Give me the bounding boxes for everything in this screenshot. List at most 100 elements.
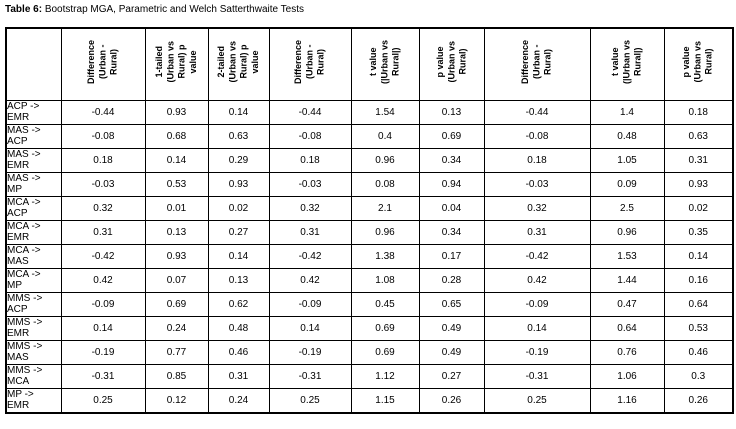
cell-value: 0.53 [663, 315, 734, 341]
cell-value: 0.42 [483, 267, 591, 293]
cell-value: 0.69 [418, 123, 485, 149]
column-header-label: Difference (Urban - Rural) [520, 39, 553, 84]
table-row: MCA -> EMR 0.31 0.13 0.27 0.31 0.96 0.34 0.31 0.… [5, 219, 734, 245]
cell-value: 1.54 [350, 99, 420, 125]
cell-value: -0.42 [268, 243, 352, 269]
cell-value: 0.46 [207, 339, 270, 365]
table-row: MMS -> ACP -0.09 0.69 0.62 -0.09 0.45 0.65 -0.0… [5, 291, 734, 317]
cell-value: 1.4 [589, 99, 665, 125]
cell-value: -0.31 [268, 363, 352, 389]
cell-value: -0.09 [483, 291, 591, 317]
cell-value: -0.44 [268, 99, 352, 125]
cell-value: 0.48 [589, 123, 665, 149]
cell-value: 0.94 [418, 171, 485, 197]
cell-value: 0.14 [207, 243, 270, 269]
document-page: Table 6: Bootstrap MGA, Parametric and W… [0, 4, 736, 429]
cell-value: 0.93 [144, 99, 209, 125]
column-header: p value (Urban vs Rural) [663, 27, 734, 101]
cell-value: 0.85 [144, 363, 209, 389]
cell-value: 0.18 [483, 147, 591, 173]
row-label: MAS -> ACP [5, 123, 62, 149]
cell-value: 0.69 [144, 291, 209, 317]
table-title-text: Bootstrap MGA, Parametric and Welch Satt… [42, 4, 305, 15]
cell-value: 0.18 [663, 99, 734, 125]
cell-value: -0.19 [268, 339, 352, 365]
column-header-label: p value (Urban vs Rural) [681, 40, 714, 83]
cell-value: 0.93 [144, 243, 209, 269]
cell-value: -0.42 [483, 243, 591, 269]
cell-value: 0.27 [207, 219, 270, 245]
cell-value: 0.14 [483, 315, 591, 341]
cell-value: 0.42 [60, 267, 146, 293]
cell-value: 1.05 [589, 147, 665, 173]
column-header: t value (|Urban vs Rural|) [350, 27, 420, 101]
cell-value: 0.25 [268, 387, 352, 413]
cell-value: 1.08 [350, 267, 420, 293]
cell-value: 0.93 [207, 171, 270, 197]
cell-value: 0.4 [350, 123, 420, 149]
cell-value: 0.68 [144, 123, 209, 149]
row-label: MP -> EMR [5, 387, 62, 413]
cell-value: 0.31 [207, 363, 270, 389]
cell-value: 0.96 [350, 219, 420, 245]
cell-value: 0.32 [268, 195, 352, 221]
column-header: Difference (Urban - Rural) [483, 27, 591, 101]
cell-value: 0.28 [418, 267, 485, 293]
corner-cell [5, 27, 62, 101]
column-header-label: t value (|Urban vs Rural|) [368, 39, 401, 84]
row-label: ACP -> EMR [5, 99, 62, 125]
column-header-label: p value (Urban vs Rural) [434, 40, 468, 83]
table-row: ACP -> EMR -0.44 0.93 0.14 -0.44 1.54 0.13 -0.4… [5, 99, 734, 125]
cell-value: 0.31 [60, 219, 146, 245]
cell-value: 0.96 [350, 147, 420, 173]
cell-value: 0.08 [350, 171, 420, 197]
table-row: MAS -> ACP -0.08 0.68 0.63 -0.08 0.4 0.69 -0.08… [5, 123, 734, 149]
column-header-label: 1-tailed (Urban vs Rural) p value [154, 40, 198, 83]
cell-value: 0.62 [207, 291, 270, 317]
column-header: 2-tailed (Urban vs Rural) p value [207, 27, 270, 101]
cell-value: 0.04 [418, 195, 485, 221]
cell-value: 0.64 [663, 291, 734, 317]
table-row: MMS -> MAS -0.19 0.77 0.46 -0.19 0.69 0.49 -0.1… [5, 339, 734, 365]
cell-value: 1.12 [350, 363, 420, 389]
cell-value: 0.24 [207, 387, 270, 413]
cell-value: 0.46 [663, 339, 734, 365]
row-label: MMS -> MAS [5, 339, 62, 365]
table-title-number: Table 6: [5, 4, 43, 15]
cell-value: 0.01 [144, 195, 209, 221]
cell-value: 1.16 [589, 387, 665, 413]
cell-value: 0.35 [663, 219, 734, 245]
cell-value: 0.17 [418, 243, 485, 269]
cell-value: -0.09 [60, 291, 146, 317]
cell-value: 0.93 [663, 171, 734, 197]
cell-value: 0.13 [418, 99, 485, 125]
cell-value: -0.44 [60, 99, 146, 125]
cell-value: 0.34 [418, 219, 485, 245]
cell-value: 0.3 [663, 363, 734, 389]
row-label: MCA -> ACP [5, 195, 62, 221]
cell-value: 0.53 [144, 171, 209, 197]
cell-value: 0.14 [144, 147, 209, 173]
cell-value: 2.1 [350, 195, 420, 221]
table-title: Table 6: Bootstrap MGA, Parametric and W… [5, 4, 736, 16]
cell-value: 0.49 [418, 315, 485, 341]
row-label: MMS -> ACP [5, 291, 62, 317]
cell-value: 0.13 [207, 267, 270, 293]
table-row: MCA -> MAS -0.42 0.93 0.14 -0.42 1.38 0.17 -0.4… [5, 243, 734, 269]
cell-value: -0.42 [60, 243, 146, 269]
row-label: MMS -> MCA [5, 363, 62, 389]
cell-value: 0.14 [207, 99, 270, 125]
cell-value: 0.14 [60, 315, 146, 341]
cell-value: 1.53 [589, 243, 665, 269]
cell-value: 0.25 [60, 387, 146, 413]
column-header-label: Difference (Urban - Rural) [86, 39, 119, 84]
cell-value: 0.32 [483, 195, 591, 221]
row-label: MCA -> EMR [5, 219, 62, 245]
row-label: MMS -> EMR [5, 315, 62, 341]
cell-value: -0.08 [60, 123, 146, 149]
table-row: MCA -> MP 0.42 0.07 0.13 0.42 1.08 0.28 0.42 1.4… [5, 267, 734, 293]
results-table: Difference (Urban - Rural) 1-tailed (Urba… [5, 27, 734, 414]
column-header-label: 2-tailed (Urban vs Rural) p value [216, 40, 260, 83]
table-row: MMS -> EMR 0.14 0.24 0.48 0.14 0.69 0.49 0.14 0.… [5, 315, 734, 341]
cell-value: -0.08 [268, 123, 352, 149]
